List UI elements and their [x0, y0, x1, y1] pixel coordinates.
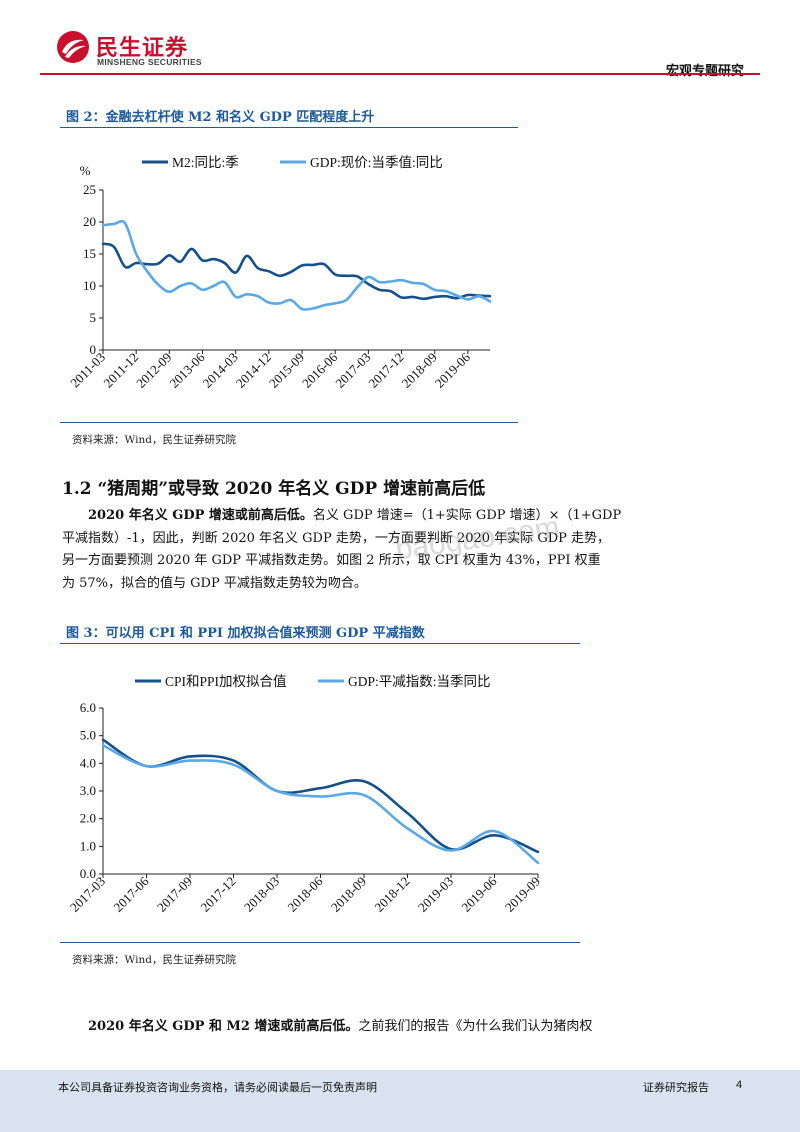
paragraph1-line2: 平减指数）-1，因此，判断 2020 年名义 GDP 走势，一方面要判断 202… [62, 530, 610, 546]
fig2-x-tick-label: 2013-06 [166, 349, 208, 391]
fig3-x-tick-label: 2019-03 [415, 874, 456, 915]
section-heading: 1.2 “猪周期”或导致 2020 年名义 GDP 增速前高后低 [62, 479, 486, 499]
fig2-legend-label: M2:同比:季 [172, 155, 239, 170]
paragraph2-text: 之前我们的报告《为什么我们认为猪肉权 [358, 1019, 593, 1034]
body-paragraph-2: 2020 年名义 GDP 和 M2 增速或前高后低。之前我们的报告《为什么我们认… [88, 1016, 740, 1039]
fig3-x-tick-label: 2019-09 [502, 874, 543, 915]
minsheng-logo-icon [57, 31, 89, 63]
fig3-y-tick-label: 6.0 [80, 700, 96, 715]
fig3-series-line [101, 744, 540, 865]
fig2-x-tick-label: 2011-12 [100, 350, 141, 391]
paragraph1-line3: 另一方面要预测 2020 年 GDP 平减指数走势。如图 2 所示，取 CPI … [62, 553, 601, 568]
fig2-x-tick-label: 2017-03 [332, 350, 373, 391]
fig2-y-tick-label: 25 [83, 182, 96, 197]
fig3-y-tick-label: 4.0 [80, 755, 96, 770]
figure2-title-rule [60, 127, 518, 128]
fig3-legend-label: CPI和PPI加权拟合值 [165, 673, 287, 689]
figure2-source: 资料来源：Wind，民生证券研究院 [72, 434, 236, 446]
fig2-y-tick-label: 5 [90, 310, 97, 325]
fig2-x-tick-label: 2018-09 [399, 350, 440, 391]
figure3-title: 图 3：可以用 CPI 和 PPI 加权拟合值来预测 GDP 平减指数 [66, 626, 425, 641]
fig3-x-tick-label: 2017-12 [197, 874, 238, 915]
fig3-x-tick-label: 2018-12 [371, 874, 412, 915]
brand-name-cn: 民生证券 [96, 36, 189, 61]
fig2-x-tick-label: 2017-12 [365, 350, 406, 391]
paragraph2-line1: 2020 年名义 GDP 和 M2 增速或前高后低。之前我们的报告《为什么我们认… [88, 1016, 740, 1039]
fig3-legend-label: GDP:平减指数:当季同比 [348, 674, 491, 689]
fig3-x-tick-label: 2018-09 [328, 874, 369, 915]
fig3-y-tick-label: 0.0 [80, 866, 96, 881]
fig2-series-line [101, 219, 492, 311]
fig3-x-tick-label: 2017-06 [110, 873, 152, 915]
footer-bar [0, 1070, 800, 1132]
paragraph1-line4: 为 57%，拟合的值与 GDP 平减指数走势较为吻合。 [62, 575, 367, 591]
figure3-source: 资料来源：Wind，民生证券研究院 [72, 954, 236, 966]
fig2-x-tick-label: 2011-03 [67, 350, 108, 391]
body-paragraph-1: 2020 年名义 GDP 增速或前高后低。名义 GDP 增速=（1+实际 GDP… [62, 505, 740, 595]
fig2-y-tick-label: 0 [90, 342, 97, 357]
fig2-series-line [101, 242, 492, 301]
fig3-y-tick-label: 2.0 [80, 811, 96, 826]
fig2-legend-label: GDP:现价:当季值:同比 [310, 155, 443, 170]
fig2-x-tick-label: 2014-03 [200, 350, 241, 391]
fig3-x-tick-label: 2018-06 [284, 873, 326, 915]
fig2-x-tick-label: 2019-06 [432, 349, 474, 391]
fig2-x-tick-label: 2014-12 [233, 350, 274, 391]
paragraph1-line1: 2020 年名义 GDP 增速或前高后低。名义 GDP 增速=（1+实际 GDP… [88, 505, 740, 528]
figure3-bottom-rule [60, 942, 580, 943]
figure3-title-rule [60, 643, 580, 644]
fig2-y-tick-label: 15 [83, 246, 96, 261]
fig2-y-tick-label: 20 [83, 214, 96, 229]
figure2-chart: 05101520252011-032011-122012-092013-0620… [67, 155, 492, 391]
paragraph1-line1-text: 名义 GDP 增速=（1+实际 GDP 增速）×（1+GDP [312, 508, 622, 523]
fig2-x-tick-label: 2015-09 [266, 350, 307, 391]
fig3-y-tick-label: 1.0 [80, 838, 96, 853]
figure2-bottom-rule [60, 422, 518, 423]
figure2-title: 图 2：金融去杠杆使 M2 和名义 GDP 匹配程度上升 [66, 110, 375, 125]
fig2-x-tick-label: 2012-09 [133, 350, 174, 391]
fig2-x-tick-label: 2016-06 [299, 349, 341, 391]
footer-disclaimer: 本公司具备证券投资咨询业务资格，请务必阅读最后一页免责声明 [58, 1081, 377, 1094]
page-number: 4 [736, 1079, 743, 1091]
fig3-x-tick-label: 2017-09 [154, 874, 195, 915]
fig3-x-tick-label: 2019-06 [458, 873, 500, 915]
header-divider [40, 73, 760, 75]
fig3-y-tick-label: 5.0 [80, 728, 96, 743]
fig2-y-tick-label: 10 [83, 278, 96, 293]
fig3-x-tick-label: 2018-03 [241, 874, 282, 915]
paragraph2-lead: 2020 年名义 GDP 和 M2 增速或前高后低。 [88, 1019, 359, 1034]
footer-report-label: 证券研究报告 [643, 1081, 709, 1094]
fig3-y-tick-label: 3.0 [80, 783, 96, 798]
report-type: 宏观专题研究 [665, 64, 744, 79]
fig2-y-unit-label: % [80, 163, 91, 178]
brand-name-en: MINSHENG SECURITIES [97, 57, 202, 67]
paragraph1-lead: 2020 年名义 GDP 增速或前高后低。 [88, 508, 313, 523]
